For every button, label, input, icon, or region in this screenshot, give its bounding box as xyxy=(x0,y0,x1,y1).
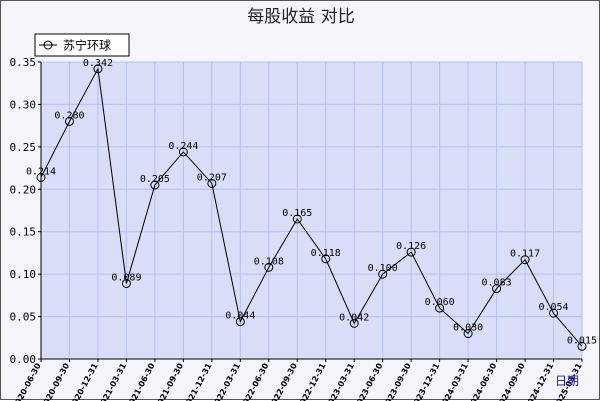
data-label: 0.214 xyxy=(26,166,56,177)
y-tick-label: 0.35 xyxy=(10,56,37,69)
data-point xyxy=(264,262,274,272)
series-line xyxy=(40,67,583,347)
data-point xyxy=(549,308,559,318)
x-tick-label: 2024-12-31 xyxy=(523,361,555,401)
x-tick-label: 2024-09-30 xyxy=(495,361,527,401)
data-label: 0.165 xyxy=(282,208,312,219)
y-tick-label: 0.20 xyxy=(10,183,37,196)
data-label: 0.083 xyxy=(482,278,512,289)
y-tick-label: 0.10 xyxy=(10,268,37,281)
data-point xyxy=(378,269,388,279)
data-point xyxy=(577,341,587,351)
data-label: 0.342 xyxy=(83,58,113,69)
data-label: 0.117 xyxy=(510,249,540,260)
data-label: 0.108 xyxy=(254,256,284,267)
data-point xyxy=(150,180,160,190)
x-axis-ticks: 2020-06-302020-09-302020-12-312021-03-31… xyxy=(11,359,584,401)
data-point xyxy=(435,303,445,313)
data-label: 0.207 xyxy=(197,172,227,183)
x-tick-label: 2023-12-31 xyxy=(409,361,441,401)
legend-box xyxy=(34,33,130,57)
x-tick-label: 2024-06-30 xyxy=(466,361,498,401)
x-tick-label: 2020-09-30 xyxy=(39,361,71,401)
y-tick-label: 0.00 xyxy=(10,353,37,366)
data-label: 0.100 xyxy=(368,263,398,274)
y-tick-label: 0.25 xyxy=(10,141,37,154)
data-label: 0.244 xyxy=(168,141,198,152)
x-tick-label: 2022-12-31 xyxy=(296,361,328,401)
x-tick-label: 2024-03-31 xyxy=(438,361,470,401)
data-label: 0.126 xyxy=(396,241,426,252)
data-labels: 0.214 0.280 0.342 0.089 0.205 0.244 0.207 0.044… xyxy=(26,58,597,346)
legend: 苏宁环球 xyxy=(34,33,130,57)
data-point xyxy=(178,147,188,157)
data-points xyxy=(36,64,587,351)
data-point xyxy=(235,317,245,327)
x-axis-corner-label: 日期 xyxy=(555,374,579,388)
data-label: 0.042 xyxy=(339,312,369,323)
data-point xyxy=(207,178,217,188)
data-point xyxy=(36,172,46,182)
x-tick-label: 2023-06-30 xyxy=(352,361,384,401)
data-point xyxy=(64,116,74,126)
data-point xyxy=(349,318,359,328)
x-tick-label: 2021-12-31 xyxy=(182,361,214,401)
data-point xyxy=(520,255,530,265)
data-point xyxy=(321,254,331,264)
legend-entry: 苏宁环球 xyxy=(63,38,111,53)
x-tick-label: 2020-06-30 xyxy=(11,361,43,401)
x-tick-label: 2021-09-30 xyxy=(153,361,185,401)
data-point xyxy=(292,214,302,224)
data-label: 0.044 xyxy=(225,311,255,322)
x-tick-label: 2022-09-30 xyxy=(267,361,299,401)
data-label: 0.089 xyxy=(111,272,141,283)
data-point xyxy=(121,278,131,288)
data-label: 0.015 xyxy=(567,335,597,346)
data-point xyxy=(463,329,473,339)
plot-area xyxy=(41,62,582,359)
data-label: 0.118 xyxy=(311,248,341,259)
x-tick-label: 2023-09-30 xyxy=(381,361,413,401)
y-axis-ticks: 0.00 0.05 0.10 0.15 0.20 0.25 0.30 0.35 xyxy=(10,56,41,366)
y-tick-label: 0.15 xyxy=(10,226,37,239)
x-tick-label: 2021-03-31 xyxy=(96,361,128,401)
x-tick-label: 2020-12-31 xyxy=(68,361,100,401)
data-label: 0.054 xyxy=(538,302,568,313)
data-point xyxy=(406,247,416,257)
legend-marker xyxy=(43,40,53,50)
chart-title: 每股收益 对比 xyxy=(247,7,354,27)
x-tick-label: 2022-06-30 xyxy=(239,361,271,401)
data-label: 0.280 xyxy=(54,110,84,121)
x-tick-label: 2022-03-31 xyxy=(210,361,242,401)
data-label: 0.205 xyxy=(140,174,170,185)
data-label: 0.030 xyxy=(453,323,483,334)
data-point xyxy=(93,64,103,74)
x-tick-label: 2021-06-30 xyxy=(125,361,157,401)
y-tick-label: 0.05 xyxy=(10,311,37,324)
x-tick-label: 2023-03-31 xyxy=(324,361,356,401)
y-tick-label: 0.30 xyxy=(10,98,37,111)
data-label: 0.060 xyxy=(425,297,455,308)
axes xyxy=(40,62,582,360)
series-polyline xyxy=(40,67,583,347)
data-point xyxy=(492,284,502,294)
